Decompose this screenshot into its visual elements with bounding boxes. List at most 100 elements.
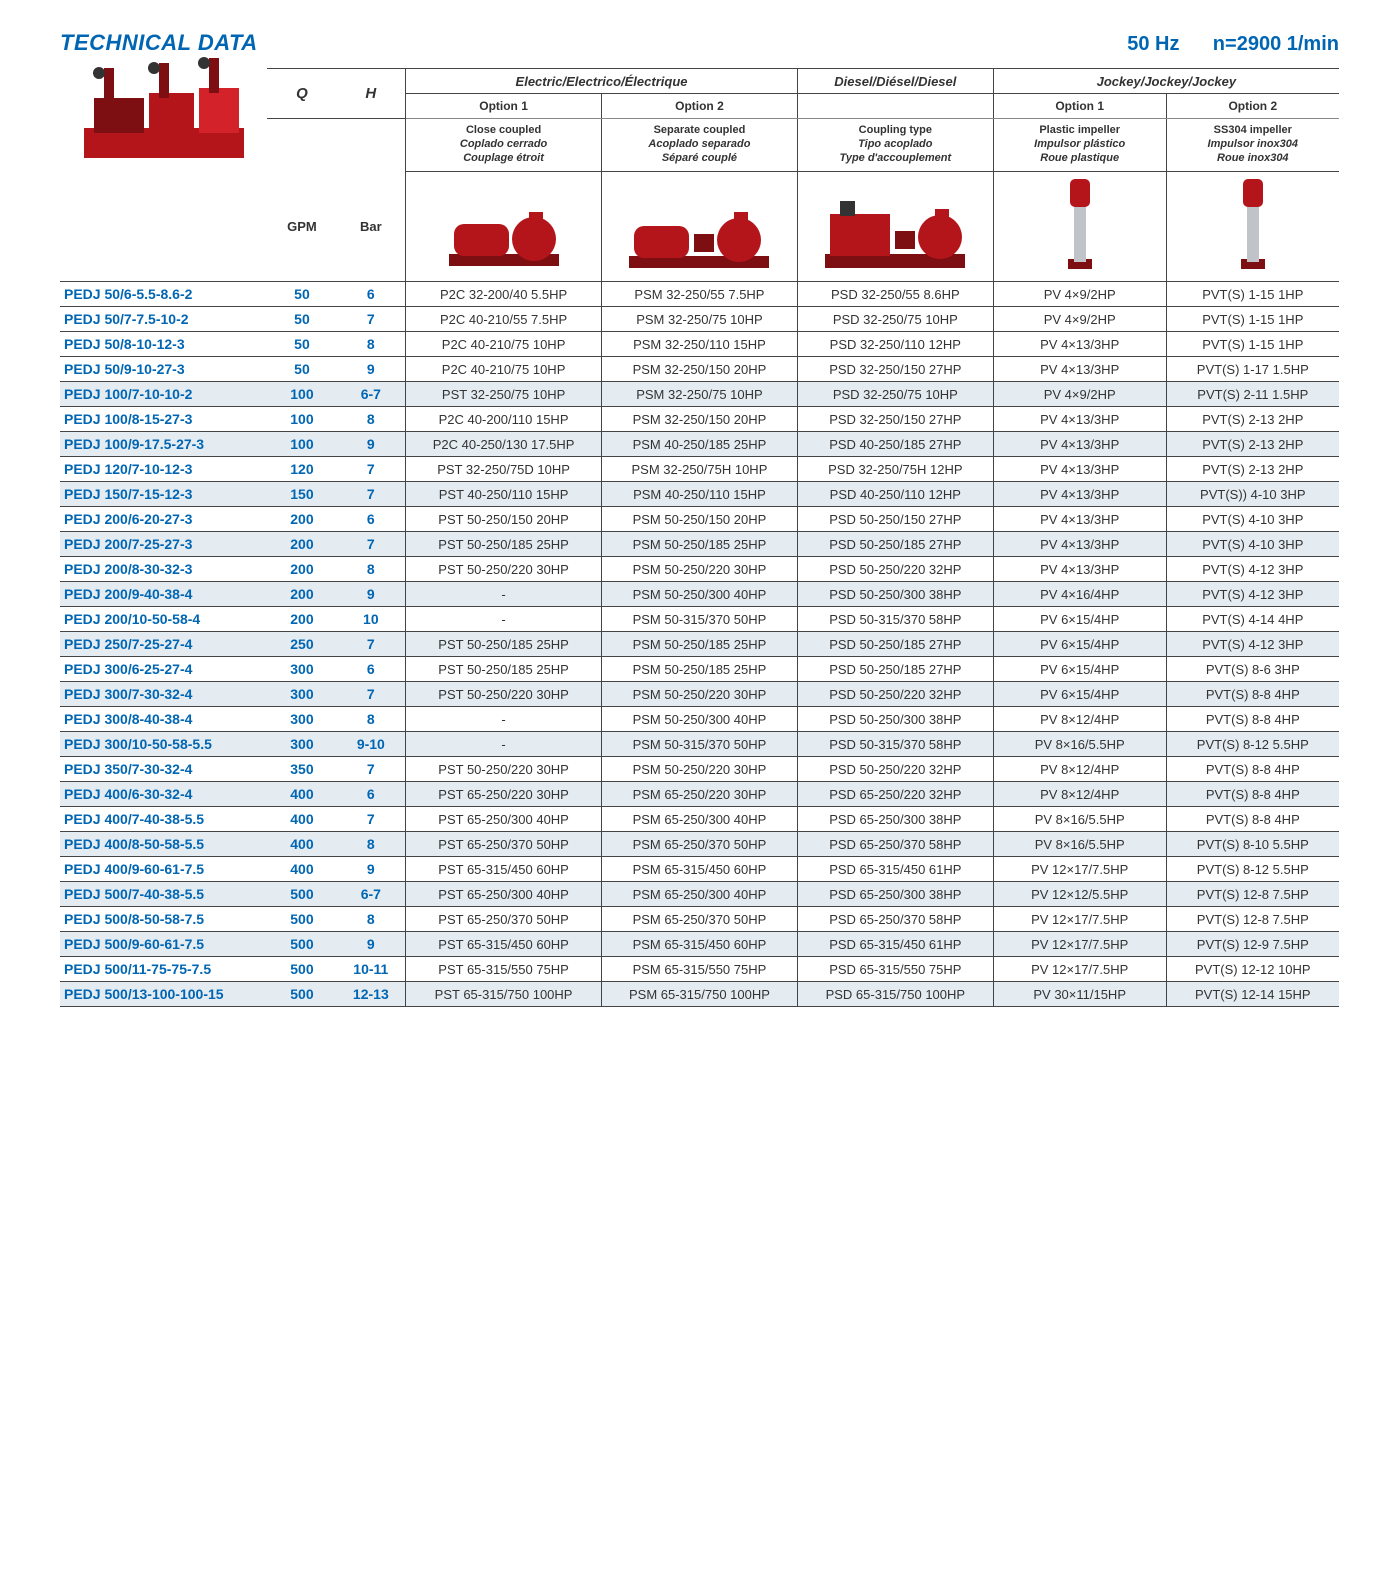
cell-q: 400 bbox=[267, 782, 336, 807]
elec-opt2-image bbox=[602, 172, 798, 282]
cell-jockey-opt2: PVT(S) 2-13 2HP bbox=[1166, 407, 1339, 432]
cell-elec-opt1: PST 65-250/370 50HP bbox=[406, 907, 602, 932]
table-row: PEDJ 500/7-40-38-5.55006-7PST 65-250/300… bbox=[60, 882, 1339, 907]
cell-jockey-opt1: PV 8×16/5.5HP bbox=[993, 732, 1166, 757]
cell-jockey-opt2: PVT(S) 8-8 4HP bbox=[1166, 682, 1339, 707]
cell-jockey-opt1: PV 6×15/4HP bbox=[993, 682, 1166, 707]
cell-diesel: PSD 50-250/300 38HP bbox=[797, 582, 993, 607]
cell-diesel: PSD 50-250/150 27HP bbox=[797, 507, 993, 532]
cell-h: 8 bbox=[337, 332, 406, 357]
cell-elec-opt1: PST 65-250/370 50HP bbox=[406, 832, 602, 857]
cell-jockey-opt2: PVT(S) 2-13 2HP bbox=[1166, 457, 1339, 482]
cell-elec-opt2: PSM 65-315/550 75HP bbox=[602, 957, 798, 982]
table-row: PEDJ 500/13-100-100-1550012-13PST 65-315… bbox=[60, 982, 1339, 1007]
cell-elec-opt1: PST 50-250/220 30HP bbox=[406, 682, 602, 707]
cell-jockey-opt1: PV 4×9/2HP bbox=[993, 282, 1166, 307]
cell-diesel: PSD 50-250/185 27HP bbox=[797, 532, 993, 557]
cell-jockey-opt1: PV 6×15/4HP bbox=[993, 607, 1166, 632]
cell-h: 9 bbox=[337, 582, 406, 607]
cell-jockey-opt1: PV 8×16/5.5HP bbox=[993, 807, 1166, 832]
cell-model: PEDJ 200/7-25-27-3 bbox=[60, 532, 267, 557]
cell-jockey-opt2: PVT(S) 8-8 4HP bbox=[1166, 782, 1339, 807]
cell-jockey-opt1: PV 12×17/7.5HP bbox=[993, 857, 1166, 882]
table-row: PEDJ 50/7-7.5-10-2507P2C 40-210/55 7.5HP… bbox=[60, 307, 1339, 332]
cell-elec-opt2: PSM 50-315/370 50HP bbox=[602, 732, 798, 757]
cell-h: 9-10 bbox=[337, 732, 406, 757]
cell-model: PEDJ 50/7-7.5-10-2 bbox=[60, 307, 267, 332]
cell-elec-opt2: PSM 65-315/450 60HP bbox=[602, 932, 798, 957]
cell-elec-opt1: PST 50-250/220 30HP bbox=[406, 557, 602, 582]
cell-jockey-opt2: PVT(S) 8-12 5.5HP bbox=[1166, 857, 1339, 882]
cell-model: PEDJ 500/8-50-58-7.5 bbox=[60, 907, 267, 932]
cell-diesel: PSD 32-250/55 8.6HP bbox=[797, 282, 993, 307]
jockey-opt2-sub: SS304 impeller Impulsor inox304 Roue ino… bbox=[1166, 118, 1339, 171]
cell-h: 6 bbox=[337, 657, 406, 682]
cell-diesel: PSD 65-250/370 58HP bbox=[797, 832, 993, 857]
group-electric: Electric/Electrico/Électrique bbox=[406, 69, 798, 94]
cell-diesel: PSD 50-250/220 32HP bbox=[797, 557, 993, 582]
cell-h: 8 bbox=[337, 407, 406, 432]
cell-model: PEDJ 400/9-60-61-7.5 bbox=[60, 857, 267, 882]
cell-elec-opt1: PST 50-250/220 30HP bbox=[406, 757, 602, 782]
table-row: PEDJ 200/6-20-27-32006PST 50-250/150 20H… bbox=[60, 507, 1339, 532]
cell-elec-opt1: - bbox=[406, 732, 602, 757]
cell-elec-opt2: PSM 32-250/75 10HP bbox=[602, 307, 798, 332]
cell-jockey-opt2: PVT(S) 2-11 1.5HP bbox=[1166, 382, 1339, 407]
cell-jockey-opt2: PVT(S) 1-15 1HP bbox=[1166, 307, 1339, 332]
cell-model: PEDJ 500/9-60-61-7.5 bbox=[60, 932, 267, 957]
cell-h: 6-7 bbox=[337, 882, 406, 907]
cell-elec-opt1: PST 65-315/450 60HP bbox=[406, 857, 602, 882]
cell-q: 100 bbox=[267, 382, 336, 407]
cell-h: 7 bbox=[337, 632, 406, 657]
cell-jockey-opt1: PV 6×15/4HP bbox=[993, 657, 1166, 682]
table-row: PEDJ 500/11-75-75-7.550010-11PST 65-315/… bbox=[60, 957, 1339, 982]
table-row: PEDJ 100/9-17.5-27-31009P2C 40-250/130 1… bbox=[60, 432, 1339, 457]
group-jockey: Jockey/Jockey/Jockey bbox=[993, 69, 1339, 94]
cell-h: 9 bbox=[337, 857, 406, 882]
cell-diesel: PSD 40-250/185 27HP bbox=[797, 432, 993, 457]
cell-h: 6 bbox=[337, 282, 406, 307]
cell-jockey-opt1: PV 8×16/5.5HP bbox=[993, 832, 1166, 857]
cell-h: 7 bbox=[337, 682, 406, 707]
cell-diesel: PSD 65-250/370 58HP bbox=[797, 907, 993, 932]
cell-diesel: PSD 32-250/150 27HP bbox=[797, 357, 993, 382]
table-row: PEDJ 50/6-5.5-8.6-2506P2C 32-200/40 5.5H… bbox=[60, 282, 1339, 307]
elec-option2: Option 2 bbox=[602, 94, 798, 118]
cell-q: 500 bbox=[267, 932, 336, 957]
cell-elec-opt2: PSM 50-250/185 25HP bbox=[602, 532, 798, 557]
cell-jockey-opt2: PVT(S) 4-12 3HP bbox=[1166, 582, 1339, 607]
cell-diesel: PSD 40-250/110 12HP bbox=[797, 482, 993, 507]
cell-elec-opt1: PST 50-250/185 25HP bbox=[406, 632, 602, 657]
cell-diesel: PSD 50-250/185 27HP bbox=[797, 632, 993, 657]
cell-model: PEDJ 200/8-30-32-3 bbox=[60, 557, 267, 582]
table-row: PEDJ 500/8-50-58-7.55008PST 65-250/370 5… bbox=[60, 907, 1339, 932]
cell-q: 100 bbox=[267, 432, 336, 457]
cell-jockey-opt1: PV 12×17/7.5HP bbox=[993, 957, 1166, 982]
elec-opt1-image bbox=[406, 172, 602, 282]
cell-q: 50 bbox=[267, 282, 336, 307]
cell-model: PEDJ 350/7-30-32-4 bbox=[60, 757, 267, 782]
table-row: PEDJ 400/9-60-61-7.54009PST 65-315/450 6… bbox=[60, 857, 1339, 882]
cell-elec-opt1: P2C 32-200/40 5.5HP bbox=[406, 282, 602, 307]
cell-q: 50 bbox=[267, 307, 336, 332]
cell-jockey-opt1: PV 12×17/7.5HP bbox=[993, 932, 1166, 957]
pump-system-icon bbox=[66, 73, 261, 168]
cell-h: 7 bbox=[337, 457, 406, 482]
cell-h: 8 bbox=[337, 907, 406, 932]
cell-diesel: PSD 50-315/370 58HP bbox=[797, 732, 993, 757]
group-diesel: Diesel/Diésel/Diesel bbox=[797, 69, 993, 94]
cell-elec-opt1: PST 65-315/550 75HP bbox=[406, 957, 602, 982]
cell-elec-opt1: PST 50-250/185 25HP bbox=[406, 657, 602, 682]
cell-elec-opt1: P2C 40-210/55 7.5HP bbox=[406, 307, 602, 332]
cell-elec-opt1: PST 65-250/300 40HP bbox=[406, 807, 602, 832]
cell-q: 500 bbox=[267, 907, 336, 932]
cell-diesel: PSD 50-250/220 32HP bbox=[797, 682, 993, 707]
cell-q: 200 bbox=[267, 532, 336, 557]
table-row: PEDJ 150/7-15-12-31507PST 40-250/110 15H… bbox=[60, 482, 1339, 507]
cell-model: PEDJ 100/9-17.5-27-3 bbox=[60, 432, 267, 457]
cell-elec-opt1: PST 32-250/75 10HP bbox=[406, 382, 602, 407]
cell-jockey-opt2: PVT(S) 8-8 4HP bbox=[1166, 807, 1339, 832]
cell-model: PEDJ 300/8-40-38-4 bbox=[60, 707, 267, 732]
cell-jockey-opt1: PV 8×12/4HP bbox=[993, 757, 1166, 782]
cell-model: PEDJ 200/9-40-38-4 bbox=[60, 582, 267, 607]
